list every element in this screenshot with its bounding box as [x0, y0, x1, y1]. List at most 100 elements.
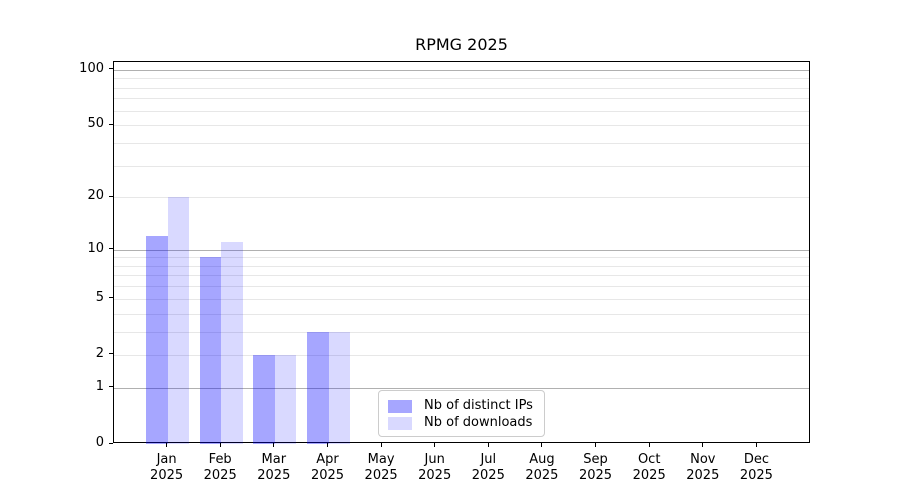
- bar-downloads: [221, 242, 243, 444]
- gridline-minor: [114, 165, 809, 167]
- y-tick-label: 5: [95, 289, 104, 305]
- x-tick-label-month: Nov: [690, 452, 716, 467]
- plot-area: [113, 61, 810, 444]
- x-tick-label-year: 2025: [525, 467, 559, 483]
- x-tick-mark: [219, 443, 221, 447]
- legend-item-downloads: Nb of downloads: [388, 415, 536, 431]
- gridline-minor: [114, 331, 809, 333]
- x-tick-mark: [273, 443, 275, 447]
- x-tick-mark: [595, 443, 596, 447]
- x-tick-mark: [541, 443, 543, 447]
- y-tick-mark: [109, 353, 113, 355]
- gridline-minor: [114, 286, 809, 288]
- gridline-minor: [114, 125, 809, 127]
- legend-item-distinct-ips: Nb of distinct IPs: [388, 398, 536, 414]
- y-tick-label: 2: [95, 345, 104, 361]
- x-tick-label-year: 2025: [257, 467, 291, 483]
- y-tick-mark: [109, 442, 113, 444]
- x-tick-label-year: 2025: [471, 467, 505, 483]
- x-tick-label-month: Oct: [637, 452, 661, 467]
- x-tick-label-year: 2025: [364, 467, 398, 483]
- x-tick-label-month: Jun: [424, 452, 445, 467]
- x-tick-label-month: Dec: [743, 452, 769, 467]
- x-tick-label: May 2025: [349, 452, 413, 483]
- x-tick-label-year: 2025: [150, 467, 184, 483]
- chart-title: RPMG 2025: [415, 35, 508, 54]
- x-tick-label: Jun 2025: [403, 452, 467, 483]
- gridline-minor: [114, 110, 809, 112]
- x-tick-label-month: Mar: [261, 452, 287, 467]
- gridline-minor: [114, 197, 809, 199]
- y-tick-mark: [109, 386, 113, 388]
- x-tick-label-year: 2025: [686, 467, 720, 483]
- y-tick-label: 100: [79, 60, 104, 76]
- x-tick-label: Jan 2025: [135, 452, 199, 483]
- bar-distinct-ips: [307, 331, 329, 444]
- y-tick-mark: [109, 195, 113, 197]
- x-tick-label: Apr 2025: [296, 452, 360, 483]
- x-tick-label: Nov 2025: [671, 452, 735, 483]
- x-tick-label: Mar 2025: [242, 452, 306, 483]
- y-tick-label: 0: [95, 435, 104, 450]
- x-tick-mark: [702, 443, 704, 447]
- gridline-major: [114, 69, 809, 71]
- x-tick-mark: [380, 443, 382, 447]
- gridline-minor: [114, 87, 809, 89]
- x-tick-label-year: 2025: [739, 467, 773, 483]
- legend: Nb of distinct IPs Nb of downloads: [378, 390, 545, 437]
- x-tick-label-month: Apr: [316, 452, 339, 467]
- gridline-minor: [114, 257, 809, 259]
- bar-distinct-ips: [199, 257, 222, 444]
- x-tick-label: Feb 2025: [188, 452, 252, 483]
- gridline-minor: [114, 98, 809, 100]
- gridline-minor: [114, 275, 809, 277]
- x-tick-label-year: 2025: [578, 467, 613, 483]
- x-tick-label-month: Feb: [208, 452, 232, 467]
- y-tick-label: 1: [95, 378, 104, 394]
- y-tick-mark: [109, 123, 113, 125]
- y-tick-label: 10: [87, 240, 104, 256]
- x-tick-label-month: Aug: [529, 452, 555, 467]
- gridline-minor: [114, 354, 809, 356]
- legend-label-distinct-ips: Nb of distinct IPs: [424, 398, 533, 413]
- bar-downloads: [167, 197, 190, 444]
- gridline-minor: [114, 298, 809, 300]
- gridline-minor: [114, 142, 809, 144]
- x-tick-label-year: 2025: [418, 467, 452, 483]
- legend-swatch-distinct-ips: [388, 399, 412, 413]
- x-tick-label-year: 2025: [632, 467, 666, 483]
- legend-swatch-downloads: [388, 416, 412, 430]
- bar-distinct-ips: [253, 354, 275, 444]
- bar-downloads: [328, 331, 350, 444]
- x-tick-label-year: 2025: [310, 467, 345, 483]
- gridline-minor: [114, 78, 809, 80]
- gridline-minor: [114, 265, 809, 267]
- x-tick-label: Aug 2025: [510, 452, 574, 483]
- y-tick-mark: [109, 68, 113, 70]
- x-tick-label-month: Jan: [156, 452, 177, 467]
- x-tick-label-year: 2025: [203, 467, 237, 483]
- x-tick-mark: [487, 443, 489, 447]
- x-tick-label: Oct 2025: [617, 452, 681, 483]
- x-tick-label-month: Jul: [480, 452, 497, 467]
- x-tick-mark: [166, 443, 168, 447]
- y-tick-mark: [109, 248, 113, 249]
- x-tick-mark: [648, 443, 650, 447]
- y-tick-label: 50: [87, 116, 104, 132]
- gridline-major: [114, 387, 809, 389]
- gridline-major: [114, 249, 809, 251]
- gridline-minor: [114, 313, 809, 315]
- bar-distinct-ips: [146, 236, 168, 444]
- x-tick-mark: [434, 443, 436, 447]
- x-tick-label-month: Sep: [583, 452, 608, 467]
- x-tick-label-month: May: [367, 452, 395, 467]
- x-tick-label: Jul 2025: [456, 452, 520, 483]
- x-tick-label: Sep 2025: [564, 452, 628, 483]
- y-tick-label: 20: [87, 188, 104, 204]
- x-tick-mark: [755, 443, 757, 447]
- legend-label-downloads: Nb of downloads: [424, 415, 533, 430]
- x-tick-label: Dec 2025: [724, 452, 788, 483]
- bar-downloads: [274, 354, 297, 444]
- y-tick-mark: [109, 297, 113, 299]
